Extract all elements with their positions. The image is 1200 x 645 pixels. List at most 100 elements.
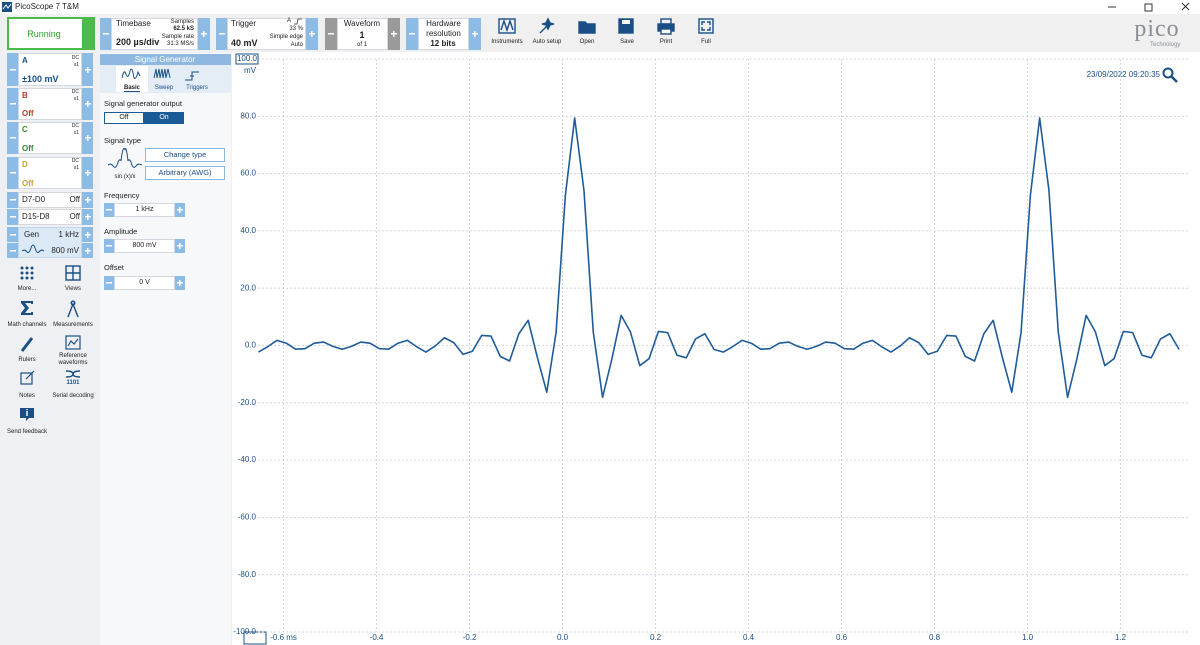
gen-plus[interactable] [82, 227, 93, 242]
change-type-button[interactable]: Change type [145, 148, 225, 162]
timestamp: 23/09/2022 09:20:35 [1087, 70, 1161, 79]
waveform-minus[interactable] [325, 18, 337, 50]
digital-minus[interactable] [7, 209, 18, 225]
trigger-mode: Simple edge [269, 34, 303, 40]
axis-handle[interactable] [243, 631, 267, 645]
resolution-plus[interactable] [469, 18, 481, 50]
toolbar-button[interactable]: Instruments [491, 39, 523, 45]
gen-minus[interactable] [7, 227, 18, 242]
tab[interactable]: Sweep [154, 85, 174, 91]
amplitude-field[interactable]: 800 mV [114, 239, 175, 253]
toggle-off[interactable]: Off [104, 112, 144, 124]
tab[interactable]: Basic [123, 85, 141, 92]
channel-plus[interactable] [82, 88, 93, 120]
frequency-plus[interactable] [175, 203, 185, 217]
tool-label[interactable]: Serial decoding [52, 393, 94, 399]
gen-amplitude: 800 mV [51, 246, 79, 255]
offset-field[interactable]: 0 V [114, 276, 175, 290]
channel-minus[interactable] [7, 53, 18, 86]
gen-minus[interactable] [7, 243, 18, 258]
channel-minus[interactable] [7, 122, 18, 154]
tool-label[interactable]: Reference waveforms [58, 353, 88, 366]
window-controls[interactable] [1100, 0, 1200, 14]
sig-gen-title: Signal Generator [134, 55, 196, 64]
tool-label[interactable]: Views [65, 286, 81, 292]
waveform-trace [258, 117, 1180, 399]
x-tick-label: 0.6 [836, 633, 848, 642]
toolbar-button[interactable]: Open [579, 39, 595, 45]
tool-label[interactable]: Math channels [7, 322, 47, 328]
resolution-panel [418, 18, 469, 50]
channel-probe: x1 [73, 96, 79, 102]
y-axis-unit: mV [244, 66, 257, 75]
waveform-value: 1 [359, 30, 365, 40]
rate-label: Sample rate [161, 34, 194, 40]
offset-minus[interactable] [104, 276, 114, 290]
timebase-panel[interactable] [111, 18, 198, 50]
digital-plus[interactable] [82, 192, 93, 208]
digital-plus[interactable] [82, 209, 93, 225]
frequency-field[interactable]: 1 kHz [114, 203, 175, 217]
offset-plus[interactable] [175, 276, 185, 290]
toolbar-button[interactable]: Full [701, 39, 711, 45]
chart-background [232, 52, 1200, 645]
channel-minus[interactable] [7, 88, 18, 120]
window-title: PicoScope 7 T&M [15, 2, 79, 11]
channel-plus[interactable] [82, 53, 93, 86]
y-tick-label: 60.0 [240, 169, 256, 178]
channel-plus[interactable] [82, 157, 93, 189]
channel-panel[interactable] [18, 88, 82, 120]
y-tick-label: -60.0 [238, 513, 257, 522]
waveform-type-button[interactable]: Arbitrary (AWG) [145, 166, 225, 180]
amplitude-plus[interactable] [175, 239, 185, 253]
tool-label[interactable]: Rulers [18, 357, 36, 363]
channel-coupling: DC [71, 123, 79, 129]
tool-label[interactable]: More... [17, 286, 37, 292]
type-name: sin (x)/x [114, 174, 136, 180]
timebase-label: Timebase [116, 19, 151, 28]
tool-label[interactable]: Send feedback [6, 429, 48, 435]
digital-panel[interactable] [18, 209, 82, 225]
y-tick-label: -100.0 [233, 627, 256, 636]
run-button[interactable] [7, 17, 95, 50]
amplitude-minus[interactable] [104, 239, 114, 253]
trigger-minus[interactable] [216, 18, 227, 50]
tab-icons [121, 68, 199, 81]
toolbar-button[interactable]: Auto setup [532, 39, 562, 45]
channel-coupling: DC [71, 55, 79, 61]
x-tick-label: -0.6 ms [270, 633, 297, 642]
frequency-minus[interactable] [104, 203, 114, 217]
toolbar-button[interactable]: Print [659, 39, 673, 45]
y-tick-label: 20.0 [240, 283, 256, 292]
digital-minus[interactable] [7, 192, 18, 208]
type-label: Signal type [104, 136, 142, 145]
tab[interactable]: Triggers [186, 85, 208, 91]
channel-panel[interactable] [18, 122, 82, 154]
x-tick-label: 0.8 [929, 633, 941, 642]
digital-name: D15-D8 [22, 212, 50, 221]
y-tick-label: 40.0 [240, 226, 256, 235]
samples-value: 62.5 kS [173, 26, 194, 32]
scope-view: mV 23/09/2022 09:20:35 100.0 80.0 60.0 40.0… [232, 52, 1200, 645]
waveform-plus[interactable] [388, 18, 400, 50]
trigger-plus[interactable] [306, 18, 318, 50]
toolbar-button[interactable]: Save [620, 39, 634, 45]
digital-panel[interactable] [18, 192, 82, 208]
gen-plus[interactable] [82, 243, 93, 258]
resolution-minus[interactable] [406, 18, 418, 50]
channel-panel[interactable] [18, 157, 82, 189]
channel-plus[interactable] [82, 122, 93, 154]
channel-minus[interactable] [7, 157, 18, 189]
timebase-plus[interactable] [198, 18, 210, 50]
zoom-icon[interactable] [1162, 67, 1178, 83]
samples-label: Samples [170, 19, 194, 25]
trigger-label: Trigger [231, 19, 257, 28]
digital-state: Off [69, 195, 80, 204]
trigger-panel[interactable] [227, 18, 306, 50]
tool-label[interactable]: Notes [19, 393, 35, 399]
toggle-on[interactable]: On [144, 112, 184, 124]
timebase-minus[interactable] [100, 18, 111, 50]
channel-range: Off [22, 179, 34, 188]
channel-panel[interactable] [18, 53, 82, 86]
tool-label[interactable]: Measurements [53, 322, 93, 328]
